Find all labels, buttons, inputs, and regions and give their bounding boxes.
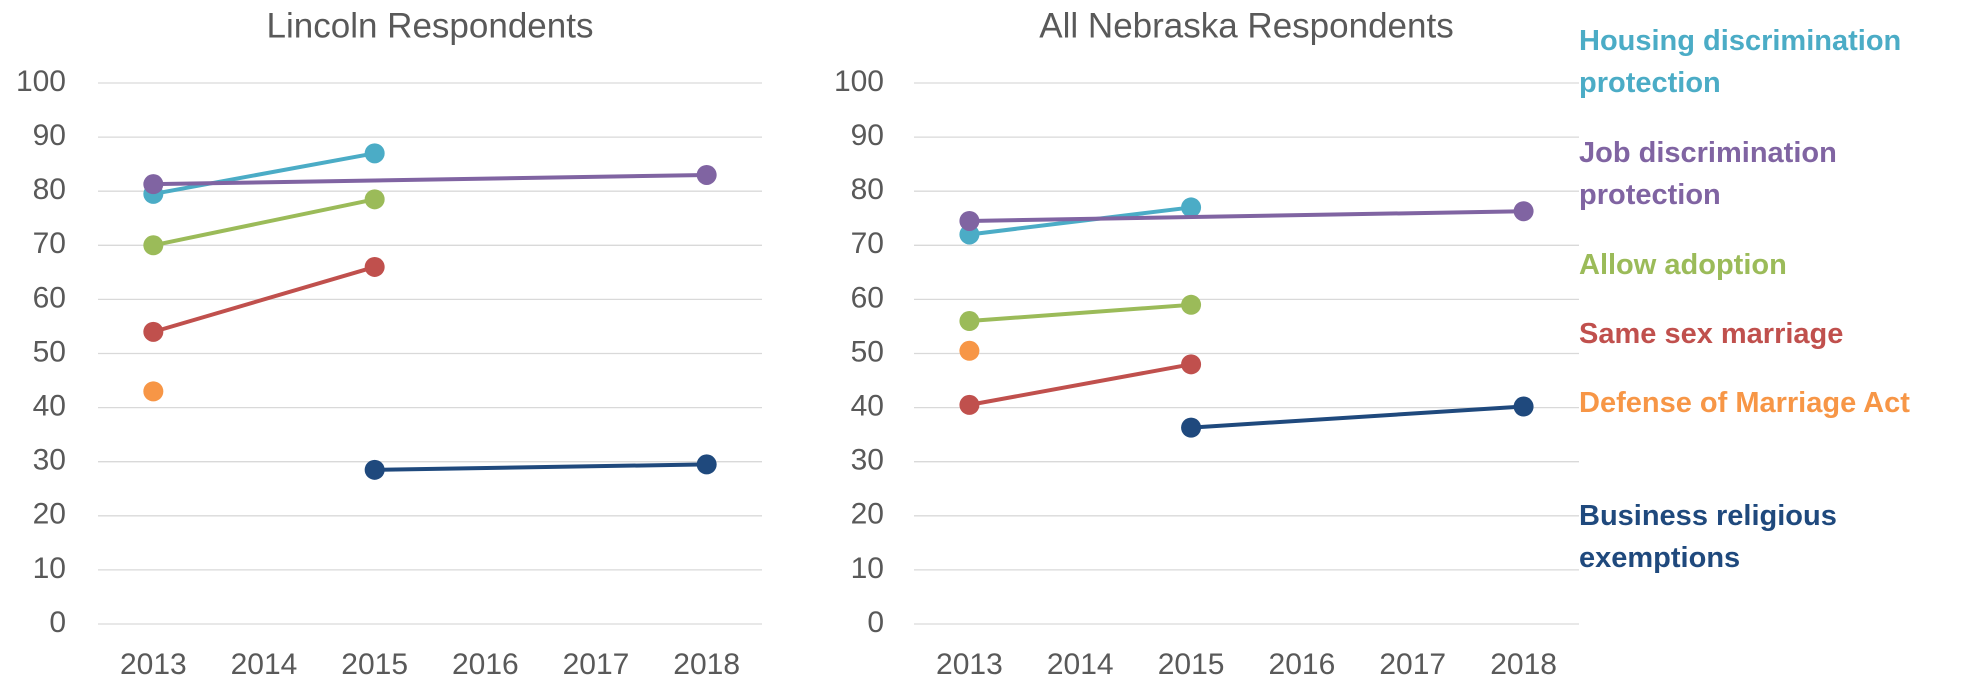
data-point xyxy=(1181,417,1202,438)
x-tick-label: 2013 xyxy=(120,648,187,681)
y-tick-label: 50 xyxy=(851,335,884,368)
data-point xyxy=(959,311,980,332)
y-tick-label: 0 xyxy=(867,606,884,639)
legend-entry: Defense of Marriage Act xyxy=(1579,387,1910,419)
data-point xyxy=(1181,197,1202,218)
y-tick-label: 70 xyxy=(851,227,884,260)
data-point xyxy=(143,174,164,195)
legend-entry: Job discrimination protection xyxy=(1579,137,1837,211)
y-tick-label: 40 xyxy=(33,390,66,423)
data-point xyxy=(696,164,717,185)
y-tick-label: 20 xyxy=(33,498,66,531)
data-point xyxy=(1181,354,1202,375)
y-tick-label: 10 xyxy=(851,552,884,585)
y-tick-label: 80 xyxy=(33,173,66,206)
series-line xyxy=(152,265,376,334)
y-tick-label: 40 xyxy=(851,390,884,423)
x-tick-label: 2018 xyxy=(1490,648,1557,681)
x-tick-label: 2016 xyxy=(452,648,519,681)
x-tick-label: 2017 xyxy=(563,648,630,681)
y-tick-label: 90 xyxy=(851,119,884,152)
y-tick-label: 90 xyxy=(33,119,66,152)
series-line xyxy=(969,302,1192,324)
data-point xyxy=(696,454,717,475)
y-tick-label: 70 xyxy=(33,227,66,260)
data-point xyxy=(959,340,980,361)
series-line xyxy=(152,151,376,196)
y-tick-label: 30 xyxy=(33,444,66,477)
x-tick-label: 2014 xyxy=(231,648,298,681)
legend-entry: Housing discrimination protection xyxy=(1579,25,1902,99)
x-tick-label: 2017 xyxy=(1379,648,1446,681)
series-line xyxy=(1190,404,1524,430)
data-point xyxy=(364,459,385,480)
data-point xyxy=(1513,396,1534,417)
data-point xyxy=(143,235,164,256)
y-tick-label: 100 xyxy=(834,65,884,98)
y-tick-label: 60 xyxy=(33,281,66,314)
y-tick-label: 100 xyxy=(16,65,66,98)
data-point xyxy=(1181,294,1202,315)
data-point xyxy=(959,210,980,231)
y-tick-label: 60 xyxy=(851,281,884,314)
chart-title: Lincoln Respondents xyxy=(267,6,594,45)
x-tick-label: 2015 xyxy=(341,648,408,681)
legend-entry: Business religious exemptions xyxy=(1579,500,1837,574)
x-tick-label: 2018 xyxy=(673,648,740,681)
data-point xyxy=(1513,201,1534,222)
chart-title: All Nebraska Respondents xyxy=(1039,6,1453,45)
series-line xyxy=(153,172,707,187)
series-line xyxy=(374,462,707,472)
data-point xyxy=(143,321,164,342)
series-line xyxy=(969,362,1192,407)
data-point xyxy=(364,256,385,277)
x-tick-label: 2016 xyxy=(1269,648,1336,681)
y-tick-label: 10 xyxy=(33,552,66,585)
data-point xyxy=(143,381,164,402)
y-tick-label: 20 xyxy=(851,498,884,531)
y-tick-label: 30 xyxy=(851,444,884,477)
legend-entry: Allow adoption xyxy=(1579,249,1787,281)
data-point xyxy=(364,189,385,210)
y-tick-label: 50 xyxy=(33,335,66,368)
x-tick-label: 2015 xyxy=(1158,648,1225,681)
y-tick-label: 0 xyxy=(49,606,66,639)
series-line xyxy=(152,197,376,248)
data-point xyxy=(959,394,980,415)
data-point xyxy=(364,143,385,164)
legend-entry: Same sex marriage xyxy=(1579,318,1844,350)
x-tick-label: 2014 xyxy=(1047,648,1114,681)
y-tick-label: 80 xyxy=(851,173,884,206)
series-line xyxy=(969,209,1524,223)
x-tick-label: 2013 xyxy=(936,648,1003,681)
